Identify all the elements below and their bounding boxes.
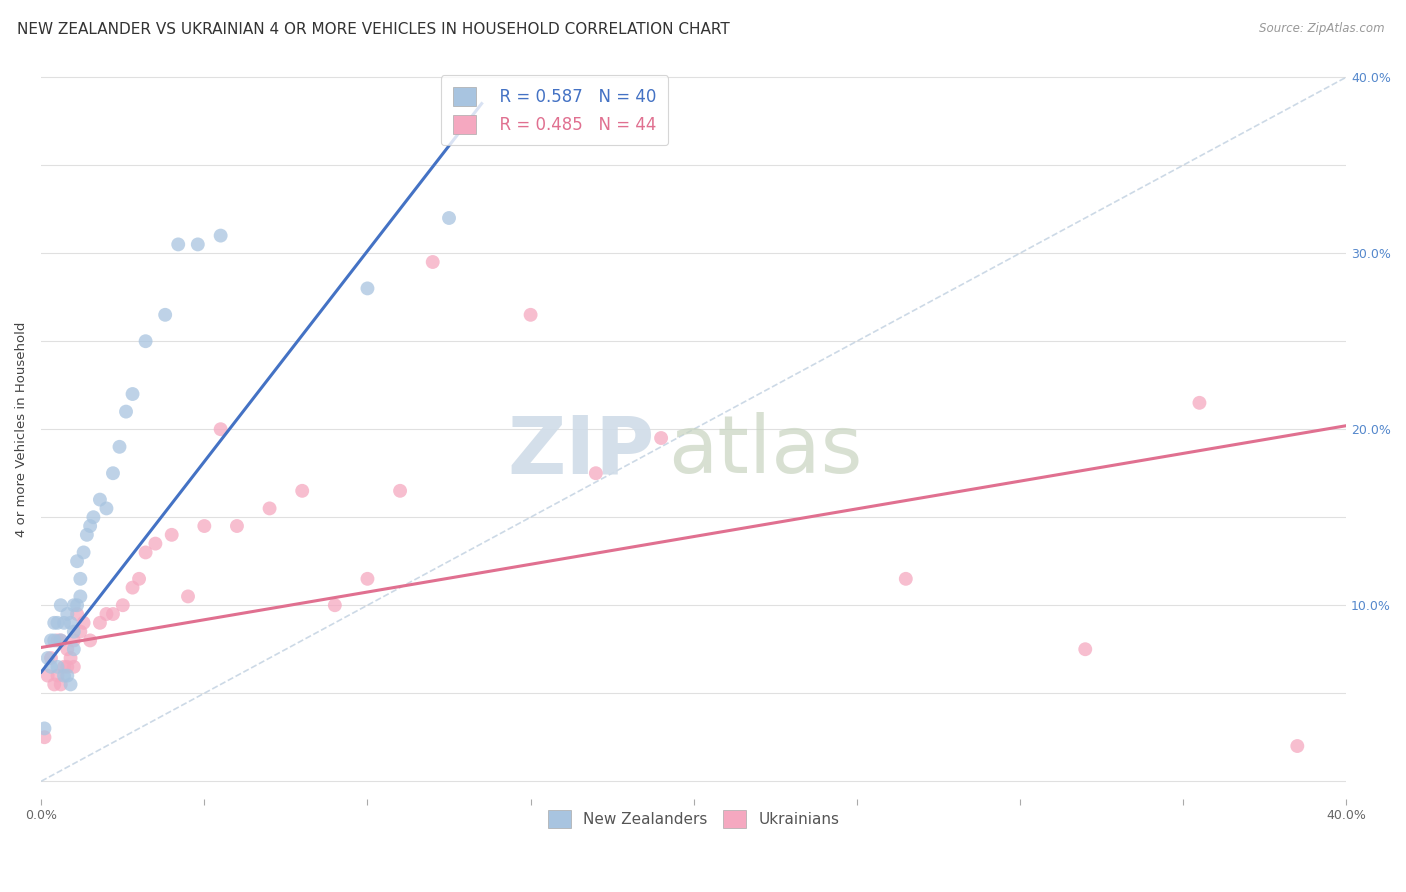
Point	[153, 308, 176, 322]
Point	[56, 660, 79, 674]
Point	[44, 633, 66, 648]
Point	[72, 615, 94, 630]
Point	[135, 545, 157, 559]
Point	[121, 581, 143, 595]
Point	[82, 510, 104, 524]
Point	[187, 237, 209, 252]
Point	[49, 677, 72, 691]
Point	[111, 598, 134, 612]
Text: atlas: atlas	[668, 412, 862, 491]
Point	[69, 572, 91, 586]
Point	[89, 492, 111, 507]
Point	[422, 255, 444, 269]
Point	[96, 607, 118, 621]
Point	[128, 572, 150, 586]
Point	[356, 572, 378, 586]
Point	[894, 572, 917, 586]
Point	[66, 598, 89, 612]
Point	[209, 422, 232, 436]
Point	[356, 281, 378, 295]
Point	[63, 660, 86, 674]
Text: Source: ZipAtlas.com: Source: ZipAtlas.com	[1260, 22, 1385, 36]
Point	[259, 501, 281, 516]
Point	[44, 677, 66, 691]
Text: ZIP: ZIP	[508, 412, 655, 491]
Point	[160, 528, 183, 542]
Point	[121, 387, 143, 401]
Point	[585, 467, 607, 481]
Point	[1286, 739, 1309, 753]
Point	[209, 228, 232, 243]
Point	[115, 404, 138, 418]
Point	[650, 431, 672, 445]
Point	[53, 615, 76, 630]
Point	[34, 722, 56, 736]
Point	[519, 308, 541, 322]
Point	[46, 660, 69, 674]
Point	[56, 668, 79, 682]
Point	[49, 633, 72, 648]
Point	[44, 615, 66, 630]
Point	[69, 590, 91, 604]
Point	[167, 237, 190, 252]
Point	[1188, 396, 1211, 410]
Legend: New Zealanders, Ukrainians: New Zealanders, Ukrainians	[541, 803, 846, 836]
Point	[53, 668, 76, 682]
Point	[226, 519, 249, 533]
Point	[63, 642, 86, 657]
Point	[177, 590, 200, 604]
Point	[46, 615, 69, 630]
Point	[39, 633, 62, 648]
Point	[34, 730, 56, 744]
Point	[145, 536, 167, 550]
Point	[66, 554, 89, 568]
Point	[108, 440, 131, 454]
Point	[79, 519, 101, 533]
Point	[291, 483, 314, 498]
Point	[389, 483, 412, 498]
Point	[1074, 642, 1097, 657]
Point	[56, 642, 79, 657]
Point	[66, 607, 89, 621]
Text: NEW ZEALANDER VS UKRAINIAN 4 OR MORE VEHICLES IN HOUSEHOLD CORRELATION CHART: NEW ZEALANDER VS UKRAINIAN 4 OR MORE VEH…	[17, 22, 730, 37]
Point	[323, 598, 346, 612]
Point	[101, 607, 124, 621]
Point	[37, 668, 59, 682]
Point	[49, 598, 72, 612]
Point	[89, 615, 111, 630]
Point	[63, 633, 86, 648]
Point	[101, 467, 124, 481]
Point	[79, 633, 101, 648]
Point	[46, 668, 69, 682]
Point	[193, 519, 215, 533]
Point	[69, 624, 91, 639]
Point	[46, 633, 69, 648]
Point	[63, 624, 86, 639]
Point	[76, 528, 98, 542]
Point	[37, 651, 59, 665]
Point	[63, 598, 86, 612]
Point	[72, 545, 94, 559]
Point	[59, 651, 82, 665]
Point	[437, 211, 460, 225]
Point	[135, 334, 157, 349]
Y-axis label: 4 or more Vehicles in Household: 4 or more Vehicles in Household	[15, 321, 28, 537]
Point	[39, 651, 62, 665]
Point	[49, 633, 72, 648]
Point	[96, 501, 118, 516]
Point	[53, 660, 76, 674]
Point	[56, 607, 79, 621]
Point	[59, 677, 82, 691]
Point	[59, 615, 82, 630]
Point	[39, 660, 62, 674]
